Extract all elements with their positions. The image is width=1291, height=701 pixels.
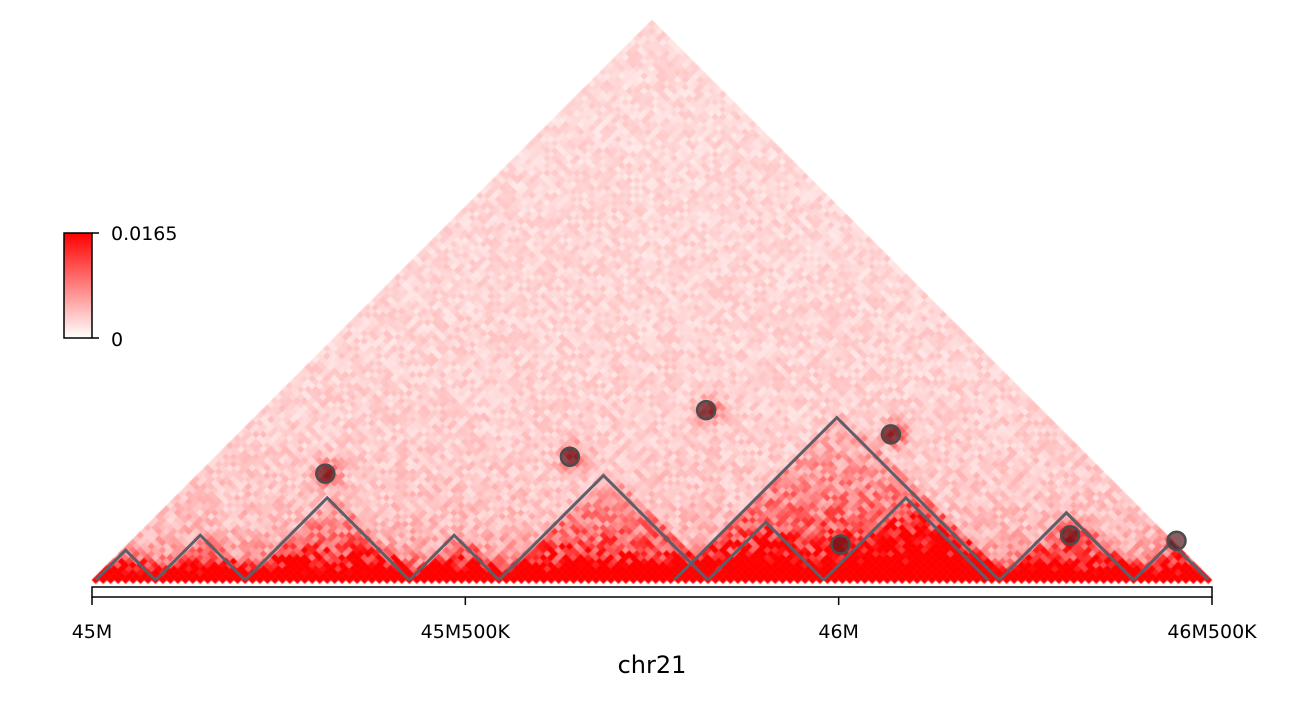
loop-marker-2: [559, 446, 581, 468]
tad-domain-6: [706, 520, 825, 582]
tad-domain-4: [408, 533, 500, 582]
tad-domains: [94, 415, 1210, 582]
loop-marker-4: [830, 534, 851, 555]
tad-domain-8: [673, 415, 1001, 582]
loop-markers: [315, 399, 1187, 555]
colorbar: 0.0165 0: [63, 223, 177, 351]
tad-domain-2: [154, 533, 247, 582]
colorbar-max-label: 0.0165: [111, 223, 177, 245]
colorbar-min-label: 0: [111, 329, 123, 351]
loop-marker-3: [695, 399, 717, 421]
x-tick-label-4: 46M500K: [1167, 621, 1257, 643]
x-tick-label-3: 46M: [818, 621, 859, 643]
tad-domain-5: [497, 473, 710, 582]
x-axis-track: [91, 586, 1213, 598]
x-axis: 45M 45M500K 46M 46M500K chr21: [72, 586, 1257, 679]
colorbar-gradient: [63, 232, 93, 339]
tad-domain-3: [244, 495, 411, 582]
tad-domain-9: [998, 510, 1135, 582]
x-axis-ticks: 45M 45M500K 46M 46M500K: [72, 597, 1257, 643]
x-axis-label: chr21: [618, 651, 687, 679]
loop-marker-6: [1059, 524, 1081, 546]
x-tick-label-1: 45M: [72, 621, 113, 643]
loop-marker-5: [880, 424, 902, 445]
loop-marker-7: [1166, 530, 1187, 552]
tad-domain-1: [94, 548, 157, 582]
loop-marker-1: [315, 463, 336, 484]
tad-domain-7: [822, 495, 990, 582]
x-tick-label-2: 45M500K: [421, 621, 511, 643]
